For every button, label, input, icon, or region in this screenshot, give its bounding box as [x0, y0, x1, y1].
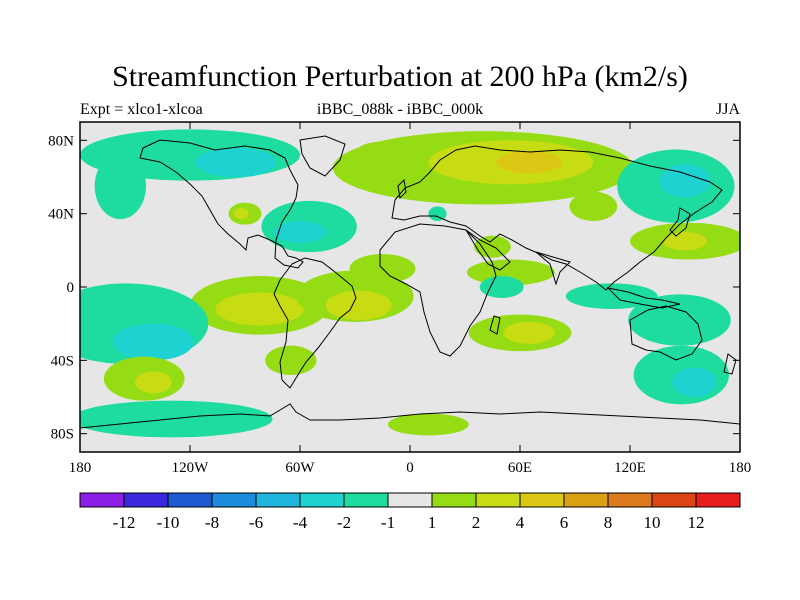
anomaly-region-22: [628, 294, 731, 346]
colorbar-swatch: [343, 492, 389, 508]
colorbar-label: 2: [472, 513, 481, 532]
anomaly-region-28: [215, 292, 304, 326]
anomaly-region-31: [265, 345, 317, 376]
colorbar-label: 1: [428, 513, 437, 532]
colorbar-swatch: [299, 492, 345, 508]
colorbar-swatch: [255, 492, 301, 508]
anomaly-region-6: [274, 221, 326, 243]
colorbar-label: 6: [560, 513, 569, 532]
colorbar-label: 8: [604, 513, 613, 532]
colorbar-swatch: [519, 492, 565, 508]
colorbar-swatch: [211, 492, 257, 508]
colorbar-swatch: [431, 492, 477, 508]
anomaly-region-33: [113, 323, 194, 361]
colorbar: -12 -10 -8 -6 -4 -2 -1 1 2 4 6 8 10 12: [79, 492, 741, 532]
x-tick-label: 120E: [614, 460, 646, 476]
colorbar-label: 12: [688, 513, 705, 532]
anomaly-region-4: [234, 208, 249, 220]
x-axis-ticks: 180 120W 60W 0 60E 120E 180: [69, 122, 752, 476]
anomaly-region-26: [503, 321, 555, 344]
y-tick-label: 0: [67, 280, 75, 296]
anomaly-region-24: [672, 367, 717, 398]
south-america-coast: [273, 257, 357, 389]
x-tick-label: 180: [729, 460, 752, 476]
chart-title: Streamfunction Perturbation at 200 hPa (…: [112, 60, 688, 93]
colorbar-swatch: [607, 492, 653, 508]
colorbar-label: -8: [205, 513, 219, 532]
colorbar-swatch: [475, 492, 521, 508]
colorbar-label: 10: [644, 513, 661, 532]
anomaly-region-12: [428, 206, 447, 222]
y-tick-label: 40N: [48, 207, 74, 223]
arabia-coast: [465, 229, 511, 271]
colorbar-swatch: [695, 492, 741, 508]
anomaly-region-36: [80, 400, 273, 438]
eurasia-coast: [391, 145, 723, 291]
experiment-label: Expt = xlco1-xlcoa: [80, 101, 203, 118]
x-tick-label: 0: [406, 460, 414, 476]
indonesia-coast: [606, 287, 681, 309]
x-tick-label: 60W: [285, 460, 315, 476]
anomaly-region-1: [195, 147, 277, 177]
africa-coast: [379, 223, 497, 357]
colorbar-swatch: [651, 492, 697, 508]
anomaly-region-11: [569, 191, 618, 221]
y-tick-label: 40S: [51, 353, 74, 369]
colorbar-swatch: [387, 492, 433, 508]
greenland-coast: [299, 135, 346, 177]
anomaly-fields: [80, 129, 740, 438]
anomaly-region-37: [388, 413, 469, 436]
anomaly-region-35: [135, 371, 172, 394]
subtitle-label: iBBC_088k - iBBC_000k: [316, 101, 484, 118]
antarctica-coast: [80, 403, 740, 429]
north-america-coast: [139, 139, 304, 269]
x-tick-label: 180: [69, 460, 92, 476]
new-zealand-coast: [723, 353, 737, 375]
uk-coast: [397, 178, 407, 200]
colorbar-label: -6: [249, 513, 263, 532]
coastlines: [80, 135, 740, 429]
japan-coast: [669, 207, 691, 237]
y-tick-label: 80S: [51, 427, 74, 443]
anomaly-region-30: [325, 290, 392, 321]
anomaly-region-19: [479, 276, 524, 298]
colorbar-swatch: [167, 492, 213, 508]
y-tick-label: 80N: [48, 133, 74, 149]
colorbar-swatch: [123, 492, 169, 508]
colorbar-label: -10: [157, 513, 180, 532]
colorbar-label: 4: [516, 513, 525, 532]
india-coast: [535, 251, 571, 286]
anomaly-region-10: [496, 151, 563, 174]
colorbar-swatch: [79, 492, 125, 508]
y-axis-ticks: 80N 40N 0 40S 80S: [48, 133, 740, 443]
colorbar-label: -2: [337, 513, 351, 532]
colorbar-label: -12: [113, 513, 136, 532]
anomaly-region-16: [663, 232, 707, 251]
australia-coast: [629, 305, 703, 361]
anomaly-region-2: [94, 153, 146, 220]
season-label: JJA: [715, 101, 740, 118]
x-tick-label: 60E: [508, 460, 532, 476]
colorbar-label: -4: [293, 513, 308, 532]
colorbar-swatch: [563, 492, 609, 508]
x-tick-label: 120W: [172, 460, 210, 476]
colorbar-label: -1: [381, 513, 395, 532]
anomaly-region-14: [659, 164, 711, 198]
madagascar-coast: [489, 315, 501, 335]
